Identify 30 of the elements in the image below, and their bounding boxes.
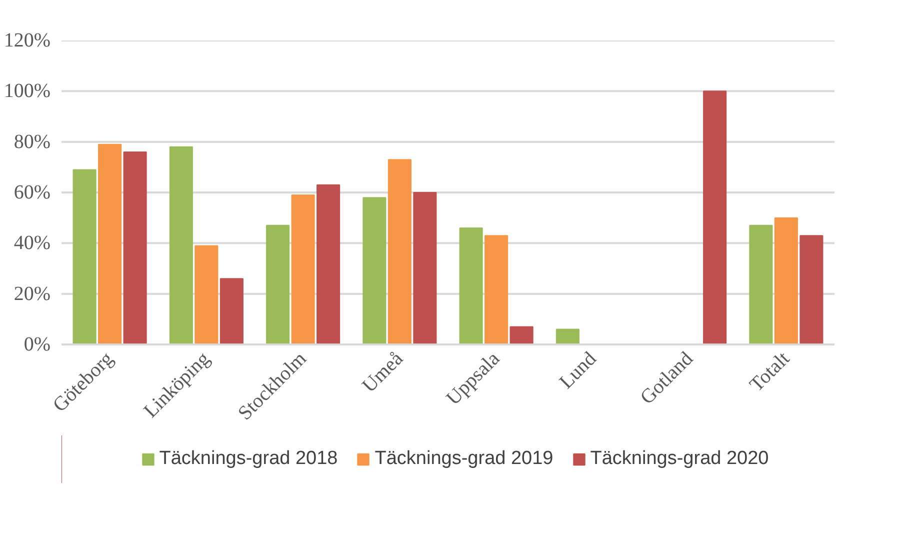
bar [194, 245, 218, 344]
y-tick-label: 40% [14, 232, 51, 254]
bar [220, 278, 244, 344]
bar [98, 144, 122, 344]
bar [749, 224, 773, 344]
bar [266, 224, 290, 344]
bar [800, 235, 824, 344]
y-tick-label: 80% [14, 130, 51, 153]
bar [413, 192, 437, 344]
bar [169, 146, 193, 344]
bar [484, 235, 508, 344]
y-tick-label: 0% [24, 334, 51, 356]
y-tick-label: 20% [14, 282, 51, 305]
bar [123, 151, 147, 344]
legend-label: Täcknings-grad 2018 [159, 448, 338, 470]
y-tick-label: 60% [14, 182, 51, 204]
legend-label: Täcknings-grad 2020 [590, 448, 769, 470]
bar [362, 197, 386, 344]
bar [510, 326, 534, 344]
bar [774, 217, 798, 344]
bar [556, 328, 580, 344]
bar [72, 169, 96, 344]
legend-label: Täcknings-grad 2019 [374, 448, 554, 470]
bar [316, 184, 340, 344]
bar [703, 90, 727, 344]
y-tick-label: 100% [4, 80, 51, 102]
bar [291, 194, 315, 344]
bar [388, 159, 412, 344]
bar [459, 227, 483, 344]
y-tick-label: 120% [4, 30, 51, 52]
